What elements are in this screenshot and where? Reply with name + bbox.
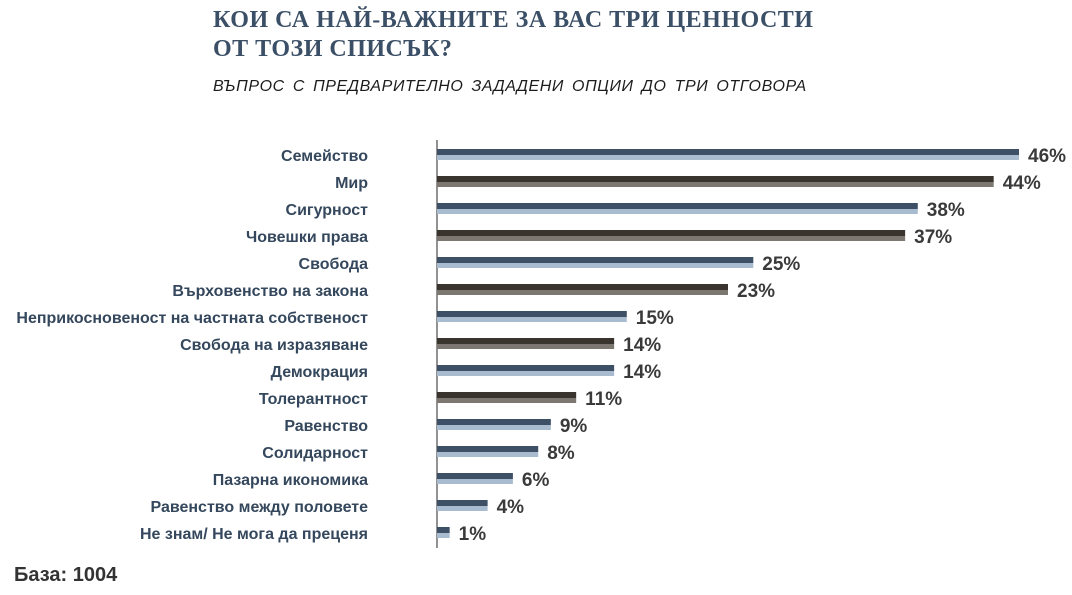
- bar-row: Семейство 46%: [281, 146, 1066, 167]
- category-label: Неприкосновеност на частната собственост: [16, 310, 368, 327]
- bar: [437, 500, 488, 506]
- bar-row: Човешки права 37%: [246, 227, 952, 248]
- bar-shadow: [437, 533, 450, 538]
- value-label: 37%: [914, 227, 952, 248]
- bar-row: Демокрация 14%: [271, 362, 662, 383]
- category-label: Не знам/ Не мога да преценя: [140, 526, 368, 543]
- bar: [437, 257, 754, 263]
- bar: [437, 176, 994, 182]
- value-label: 8%: [547, 443, 575, 464]
- category-label: Демокрация: [271, 364, 368, 381]
- category-label: Свобода: [299, 256, 369, 273]
- bar: [437, 473, 513, 479]
- bar-row: Върховенство на закона 23%: [172, 281, 775, 302]
- chart-subtitle: ВЪПРОС С ПРЕДВАРИТЕЛНО ЗАДАДЕНИ ОПЦИИ ДО…: [213, 78, 807, 95]
- category-label: Свобода на изразяване: [180, 337, 368, 354]
- bar-row: Неприкосновеност на частната собственост…: [16, 308, 674, 329]
- value-label: 38%: [927, 200, 965, 221]
- category-label: Равенство: [284, 418, 368, 435]
- category-label: Толерантност: [259, 391, 368, 408]
- sample-base-label: База: 1004: [14, 564, 118, 586]
- category-label: Върховенство на закона: [172, 283, 368, 300]
- value-label: 15%: [636, 308, 674, 329]
- value-label: 14%: [623, 362, 661, 383]
- bar-shadow: [437, 344, 615, 349]
- bar-row: Сигурност 38%: [286, 200, 965, 221]
- bar: [437, 446, 539, 452]
- category-label: Солидарност: [262, 445, 368, 462]
- value-label: 11%: [585, 389, 622, 410]
- bar: [437, 284, 728, 290]
- chart-title: КОИ СА НАЙ-ВАЖНИТЕ ЗА ВАС ТРИ ЦЕННОСТИ О…: [213, 6, 913, 64]
- bar: [437, 527, 450, 533]
- category-label: Човешки права: [246, 229, 368, 246]
- bar-row: Свобода 25%: [299, 254, 801, 275]
- bar-shadow: [437, 398, 577, 403]
- bar: [437, 230, 906, 236]
- value-label: 4%: [497, 497, 525, 518]
- bar-shadow: [437, 209, 918, 214]
- bar: [437, 392, 577, 398]
- bar: [437, 311, 627, 317]
- value-label: 14%: [623, 335, 661, 356]
- bar: [437, 365, 615, 371]
- bar-shadow: [437, 425, 551, 430]
- value-label: 6%: [522, 470, 550, 491]
- bar: [437, 338, 615, 344]
- bar-row: Солидарност 8%: [262, 443, 575, 464]
- bar: [437, 149, 1019, 155]
- bar-row: Свобода на изразяване 14%: [180, 335, 661, 356]
- bar-shadow: [437, 479, 513, 484]
- bar-shadow: [437, 290, 728, 295]
- bar-row: Равенство между половете 4%: [151, 497, 525, 518]
- value-label: 25%: [762, 254, 800, 275]
- chart-title-line-1: КОИ СА НАЙ-ВАЖНИТЕ ЗА ВАС ТРИ ЦЕННОСТИ: [213, 7, 814, 33]
- bar-chart: Семейство 46% Мир 44% Сигурност 38% Човешки пр…: [16, 140, 1066, 548]
- bar-shadow: [437, 452, 539, 457]
- category-label: Пазарна икономика: [213, 472, 368, 489]
- value-label: 1%: [459, 524, 487, 545]
- value-label: 23%: [737, 281, 775, 302]
- bar: [437, 419, 551, 425]
- bar-shadow: [437, 182, 994, 187]
- bar-rows: Семейство 46% Мир 44% Сигурност 38% Човешки пр…: [16, 146, 1066, 545]
- bar-row: Равенство 9%: [284, 416, 587, 437]
- category-label: Равенство между половете: [151, 499, 369, 516]
- value-label: 9%: [560, 416, 588, 437]
- bar-row: Не знам/ Не мога да преценя 1%: [140, 524, 486, 545]
- bar-shadow: [437, 506, 488, 511]
- bar-shadow: [437, 155, 1019, 160]
- bar-row: Толерантност 11%: [259, 389, 622, 410]
- bar-row: Пазарна икономика 6%: [213, 470, 550, 491]
- bar: [437, 203, 918, 209]
- bar-shadow: [437, 263, 754, 268]
- value-label: 46%: [1028, 146, 1066, 167]
- bar-shadow: [437, 371, 615, 376]
- bar-shadow: [437, 317, 627, 322]
- bar-shadow: [437, 236, 906, 241]
- chart-title-line-2: ОТ ТОЗИ СПИСЪК?: [213, 36, 453, 62]
- category-label: Семейство: [281, 148, 368, 165]
- value-label: 44%: [1003, 173, 1041, 194]
- category-label: Мир: [335, 175, 368, 192]
- bar-row: Мир 44%: [335, 173, 1041, 194]
- category-label: Сигурност: [286, 202, 369, 219]
